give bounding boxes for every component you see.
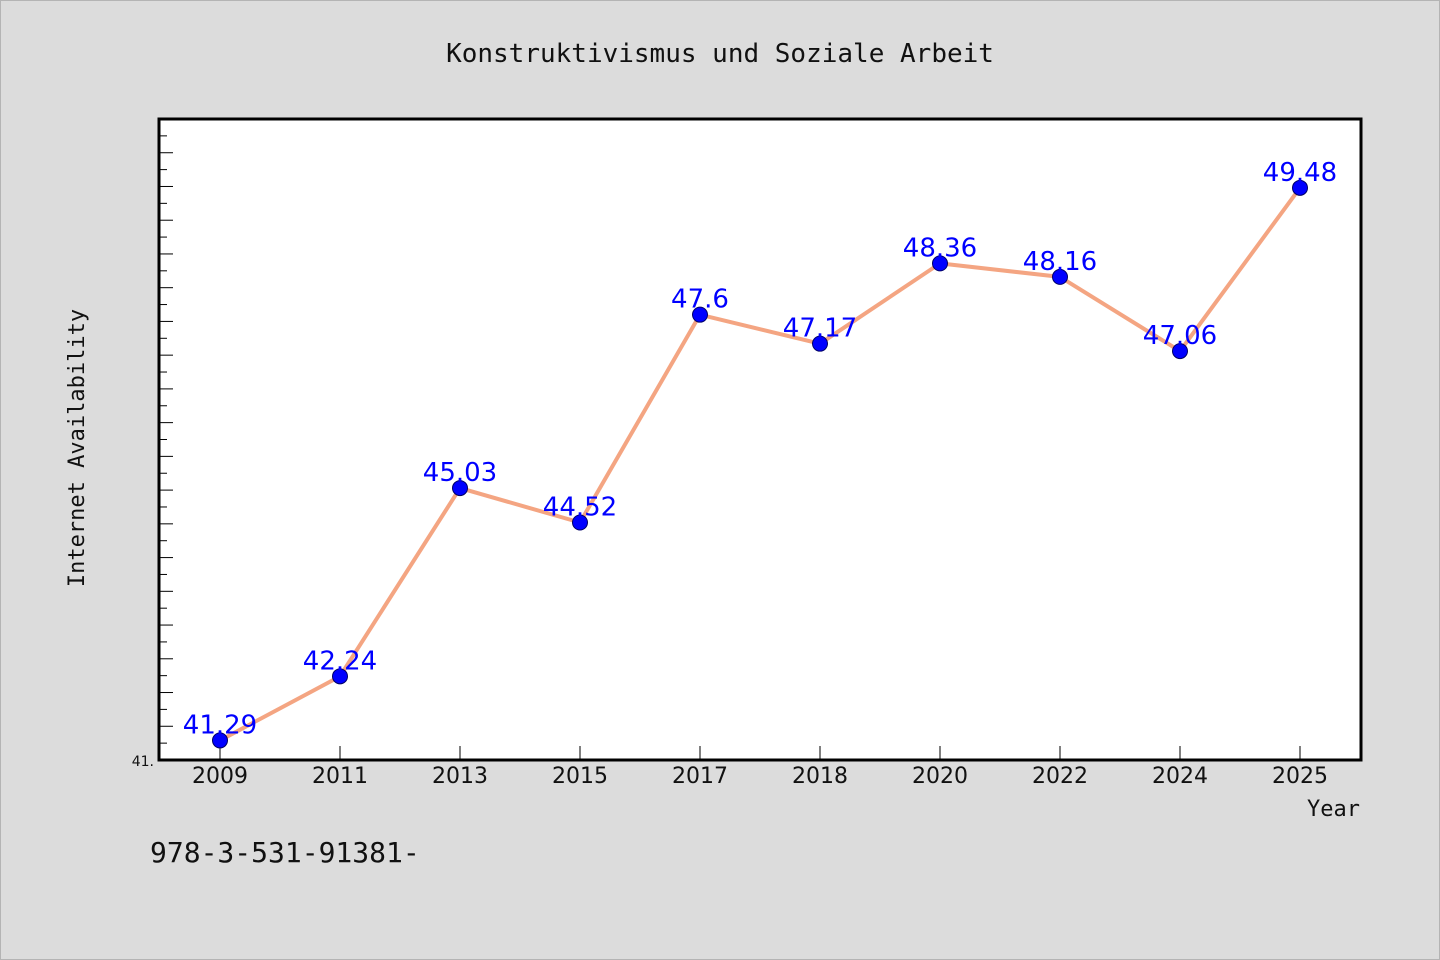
data-label: 45.03	[423, 458, 497, 488]
y-axis-ticks	[159, 135, 173, 744]
x-tick-label: 2017	[672, 764, 728, 789]
data-label: 42.24	[303, 646, 377, 676]
footnote-text: 978-3-531-91381-	[150, 836, 420, 869]
data-label: 47.17	[783, 314, 857, 344]
x-tick-label: 2018	[792, 764, 848, 789]
data-label: 47.06	[1143, 321, 1217, 351]
data-label: 41.29	[183, 710, 257, 740]
x-tick-label: 2024	[1152, 764, 1208, 789]
data-point	[1292, 179, 1308, 196]
data-label: 44.52	[543, 492, 617, 522]
y-axis-label: Internet Availability	[65, 309, 90, 587]
data-point	[212, 732, 228, 749]
data-point	[1052, 268, 1068, 285]
data-label: 47.6	[671, 285, 729, 315]
data-point	[812, 335, 828, 352]
x-axis-tick-labels: 2009 2011 2013 2015 2017 2018 2020 2022 2024 2025	[192, 764, 1328, 789]
x-tick-label: 2015	[552, 764, 608, 789]
x-tick-label: 2022	[1032, 764, 1088, 789]
x-tick-label: 2020	[912, 764, 968, 789]
x-tick-label: 2013	[432, 764, 488, 789]
data-labels: 41.29 42.24 45.03 44.52 47.6 47.17 48.36 48.16 4…	[183, 158, 1337, 741]
plot-area	[157, 117, 1363, 762]
data-point	[332, 668, 348, 685]
data-point	[692, 306, 708, 323]
x-axis-label: Year	[1307, 797, 1360, 822]
data-markers	[212, 179, 1308, 749]
data-point	[1172, 343, 1188, 360]
data-point	[572, 514, 588, 531]
data-point	[932, 255, 948, 272]
x-tick-label: 2009	[192, 764, 248, 789]
x-tick-label: 2025	[1272, 764, 1328, 789]
series-line	[219, 186, 1302, 743]
data-point	[452, 480, 468, 497]
y-tick-label: 41.	[132, 754, 154, 770]
chart-title: Konstruktivismus und Soziale Arbeit	[446, 39, 994, 69]
data-label: 48.36	[903, 233, 977, 263]
data-label: 49.48	[1263, 158, 1337, 188]
data-label: 48.16	[1023, 247, 1097, 277]
x-tick-label: 2011	[312, 764, 368, 789]
